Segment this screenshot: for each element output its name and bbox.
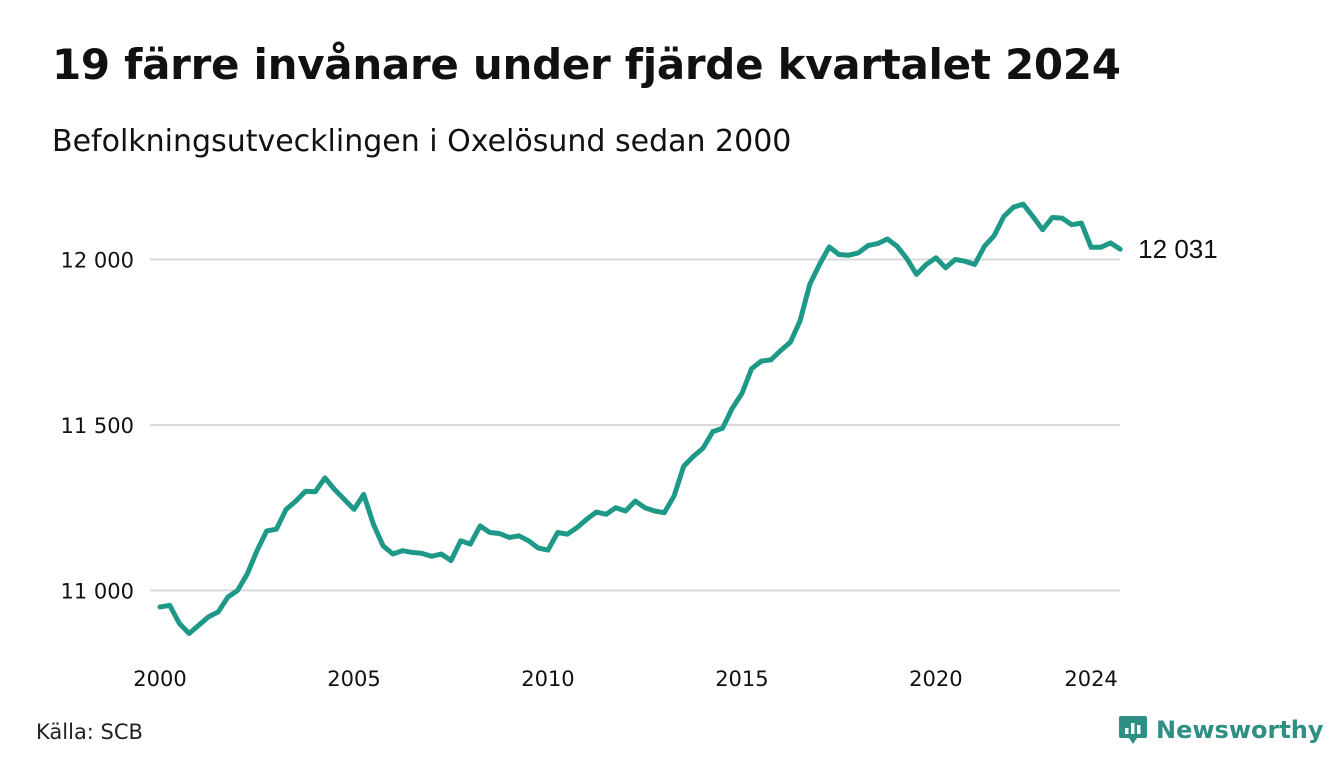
gridlines (150, 258, 1120, 592)
x-tick-label: 2024 (1064, 667, 1117, 691)
x-tick-label: 2020 (909, 667, 962, 691)
x-tick-label: 2010 (521, 667, 574, 691)
x-tick-label: 2015 (715, 667, 768, 691)
source-note: Källa: SCB (36, 720, 143, 744)
end-label-group: 12 031 (1138, 234, 1218, 264)
chart-title: 19 färre invånare under fjärde kvartalet… (52, 40, 1121, 89)
y-tick-label: 11 500 (61, 414, 134, 438)
chart-subtitle: Befolkningsutvecklingen i Oxelösund seda… (52, 124, 792, 159)
x-tick-label: 2000 (133, 667, 186, 691)
population-line (157, 201, 1123, 636)
y-tick-label: 11 000 (61, 579, 134, 603)
y-axis-ticks: 11 000 11 500 12 000 (61, 248, 134, 603)
brand-logo[interactable]: Newsworthy (1118, 714, 1324, 746)
end-value-label: 12 031 (1138, 234, 1218, 264)
series-line-group (157, 201, 1123, 636)
x-axis-ticks: 2000 2005 2010 2015 2020 2024 (133, 667, 1118, 691)
x-tick-label: 2005 (327, 667, 380, 691)
newsworthy-logo-icon (1119, 716, 1147, 744)
brand-name: Newsworthy (1156, 716, 1324, 744)
y-tick-label: 12 000 (61, 248, 134, 272)
